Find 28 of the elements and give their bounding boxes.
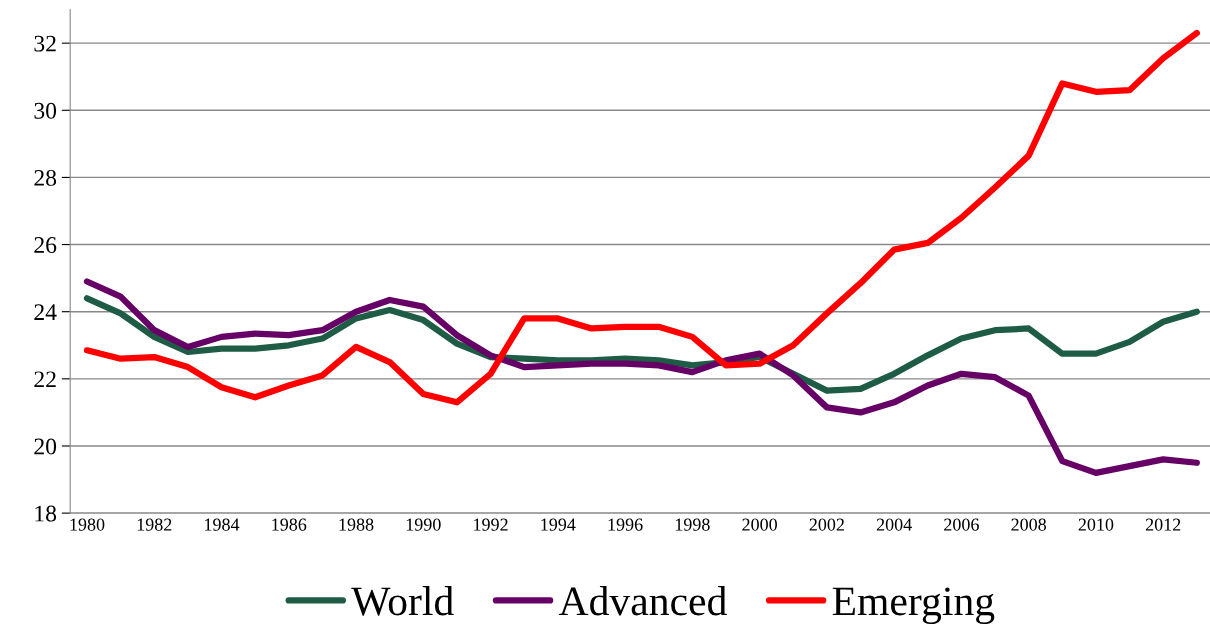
y-tick-label: 24 — [34, 304, 57, 320]
legend-label: World — [351, 586, 454, 616]
y-tick-label: 30 — [34, 102, 57, 119]
legend-label: Advanced — [558, 586, 727, 616]
x-tick-label: 1998 — [675, 518, 710, 531]
x-tick-label: 2010 — [1078, 518, 1114, 531]
y-tick-label: 20 — [34, 438, 57, 455]
y-tick-label: 18 — [35, 505, 57, 522]
y-tick-label: 26 — [34, 237, 57, 253]
y-tick-label: 28 — [34, 169, 57, 186]
y-tick-label: 32 — [34, 35, 56, 52]
x-tick-label: 2012 — [1145, 518, 1181, 531]
legend-label: Emerging — [832, 587, 995, 625]
y-tick-label: 22 — [34, 371, 56, 388]
x-tick-label: 2000 — [742, 518, 777, 531]
x-tick-label: 2004 — [876, 518, 912, 531]
x-tick-label: 1996 — [608, 518, 643, 531]
x-tick-label: 1980 — [70, 518, 105, 531]
x-tick-label: 1988 — [339, 518, 374, 531]
x-tick-label: 2008 — [1011, 518, 1047, 531]
x-tick-label: 1994 — [541, 518, 576, 531]
x-tick-label: 1990 — [406, 518, 441, 531]
x-tick-label: 1992 — [474, 518, 508, 531]
x-tick-label: 1984 — [205, 518, 240, 531]
x-tick-label: 1982 — [137, 518, 172, 531]
x-tick-label: 2006 — [944, 518, 979, 531]
x-tick-label: 2002 — [809, 518, 844, 531]
x-tick-label: 1986 — [272, 518, 307, 531]
